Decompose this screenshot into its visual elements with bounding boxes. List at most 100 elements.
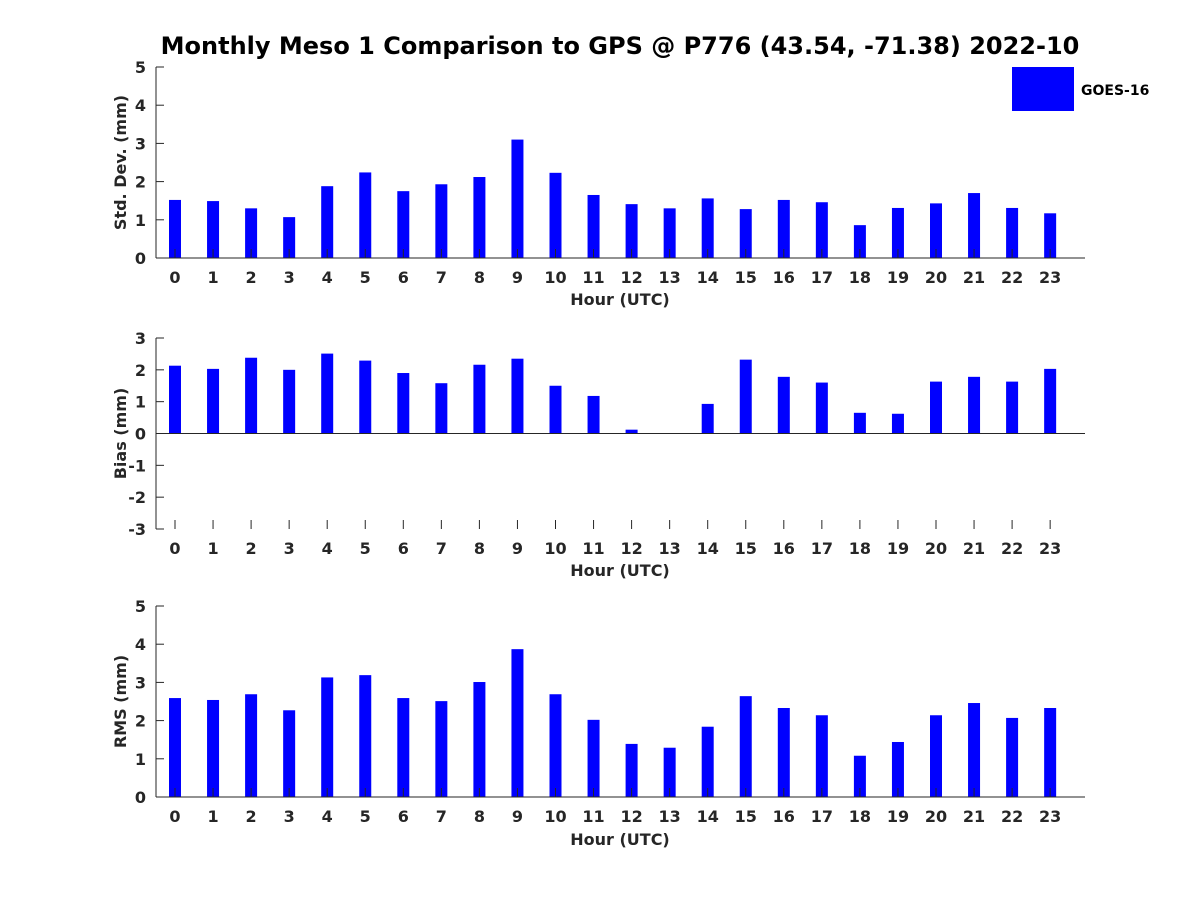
bar [435,701,448,797]
y-tick-label: 0 [135,425,146,444]
x-tick-label: 4 [322,539,333,558]
x-tick-label: 15 [735,539,757,558]
y-tick-label: 0 [135,249,146,268]
bar [397,373,410,434]
x-tick-label: 12 [620,268,642,287]
x-tick-label: 13 [659,807,681,826]
x-tick-label: 8 [474,268,485,287]
bar [968,193,981,258]
bar [853,755,866,797]
x-tick-label: 1 [207,268,218,287]
x-tick-label: 19 [887,539,909,558]
y-tick-label: 4 [135,96,146,115]
y-tick-label: 0 [135,788,146,807]
x-tick-label: 5 [360,807,371,826]
bar [321,353,334,434]
x-tick-label: 23 [1039,807,1061,826]
bar [1044,213,1057,258]
bar [207,699,220,797]
y-tick-label: 3 [135,134,146,153]
bar [549,694,562,797]
y-tick-label: 1 [135,750,146,769]
bar [739,209,752,258]
x-tick-label: 1 [207,807,218,826]
bar [625,204,638,258]
x-tick-label: 17 [811,539,833,558]
bar [777,376,790,434]
x-tick-label: 7 [436,268,447,287]
bar [283,217,296,258]
bar [701,403,714,434]
x-tick-label: 15 [735,807,757,826]
x-tick-label: 1 [207,539,218,558]
bar [891,413,904,434]
x-tick-label: 9 [512,268,523,287]
bar [511,649,524,797]
x-tick-label: 7 [436,539,447,558]
x-tick-label: 13 [659,539,681,558]
x-tick-label: 16 [773,807,795,826]
bar [321,186,334,258]
bar [207,201,220,258]
bar [853,225,866,258]
x-tick-label: 2 [246,539,257,558]
x-tick-label: 3 [284,539,295,558]
x-tick-label: 10 [544,539,566,558]
bar [625,743,638,797]
y-tick-label: 4 [135,635,146,654]
bar [587,395,600,434]
bar [1044,368,1057,434]
bar [359,675,372,797]
x-tick-label: 21 [963,539,985,558]
y-tick-label: 1 [135,393,146,412]
legend-swatch [1012,67,1074,111]
x-tick-label: 6 [398,268,409,287]
x-tick-label: 20 [925,268,947,287]
y-tick-label: -3 [128,520,146,539]
x-tick-label: 0 [169,807,180,826]
bar [891,741,904,797]
bar [245,208,258,258]
bar [815,382,828,434]
bar [359,360,372,434]
bar [245,694,258,797]
x-tick-label: 19 [887,807,909,826]
x-tick-label: 20 [925,539,947,558]
x-tick-label: 21 [963,807,985,826]
x-tick-label: 14 [697,539,719,558]
x-tick-label: 16 [773,539,795,558]
bar [663,208,676,258]
x-tick-label: 17 [811,807,833,826]
bar [777,199,790,258]
x-tick-label: 23 [1039,268,1061,287]
bar [245,357,258,434]
y-tick-label: 2 [135,173,146,192]
y-axis-label: Std. Dev. (mm) [111,95,130,230]
y-tick-label: 1 [135,211,146,230]
bar [397,698,410,797]
bar [1044,707,1057,797]
x-tick-label: 15 [735,268,757,287]
bar [283,369,296,434]
bar [283,710,296,797]
bar [359,172,372,258]
x-axis-label: Hour (UTC) [570,290,670,309]
bar [930,381,942,434]
bar [549,385,562,434]
x-tick-label: 17 [811,268,833,287]
bar [739,359,752,434]
x-tick-label: 18 [849,268,871,287]
y-tick-label: 3 [135,673,146,692]
bar [1006,207,1019,258]
x-tick-label: 8 [474,807,485,826]
y-tick-label: 3 [135,329,146,348]
bar [968,376,981,434]
bar [701,726,714,797]
x-tick-label: 18 [849,807,871,826]
bar [435,184,448,258]
bar [930,715,942,797]
bar [207,368,220,434]
x-tick-label: 4 [322,807,333,826]
bar [473,682,486,797]
legend-label: GOES-16 [1081,83,1149,99]
